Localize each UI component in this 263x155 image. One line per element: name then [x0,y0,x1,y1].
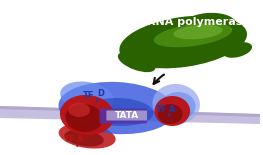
Ellipse shape [84,98,153,126]
Ellipse shape [59,123,116,148]
Polygon shape [0,106,260,117]
FancyBboxPatch shape [107,111,147,120]
Text: II: II [95,98,99,103]
Text: TF: TF [83,91,95,100]
Ellipse shape [153,84,200,124]
Polygon shape [0,106,260,124]
Text: A: A [169,104,176,113]
FancyBboxPatch shape [99,108,147,124]
Ellipse shape [64,130,104,146]
Ellipse shape [173,25,223,39]
Text: A: A [77,135,84,144]
Text: RNA polymerase: RNA polymerase [146,17,249,27]
Ellipse shape [154,23,232,47]
Ellipse shape [154,96,190,126]
Ellipse shape [161,92,195,120]
Ellipse shape [223,42,252,58]
Text: II: II [75,143,79,148]
Ellipse shape [118,52,155,72]
Text: D: D [97,89,104,98]
Text: TATA: TATA [115,111,139,120]
Ellipse shape [58,82,175,134]
Text: TF: TF [64,135,75,144]
Ellipse shape [119,16,247,68]
Ellipse shape [178,13,237,43]
Ellipse shape [60,95,114,135]
Ellipse shape [65,104,103,132]
Text: TF: TF [156,106,167,115]
Ellipse shape [158,104,183,124]
Text: II: II [167,113,171,118]
Ellipse shape [60,82,114,113]
Ellipse shape [68,103,90,117]
